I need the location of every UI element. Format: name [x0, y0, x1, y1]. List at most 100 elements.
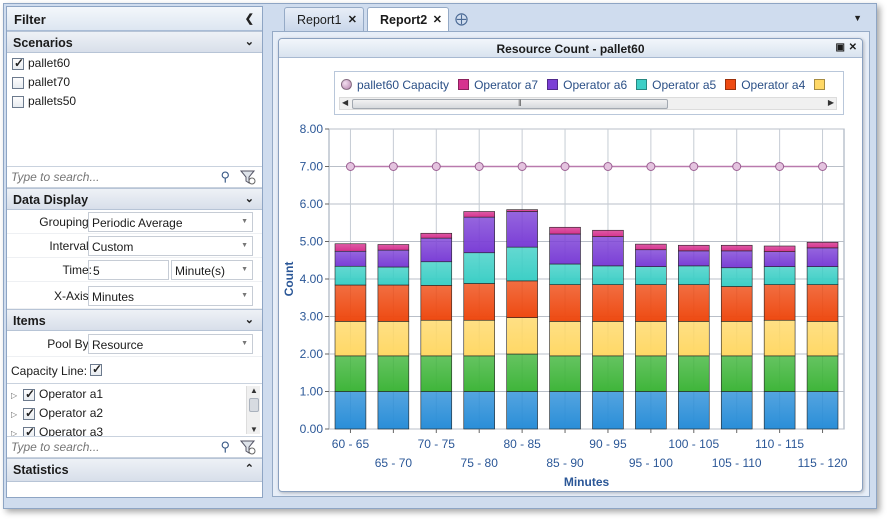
x-tick-label: 85 - 90: [546, 456, 584, 470]
capacity-point: [560, 162, 570, 171]
scenario-item-pallet70[interactable]: pallet70: [12, 75, 262, 94]
bar-segment: [592, 355, 624, 392]
search-icon[interactable]: ⚲: [220, 439, 230, 454]
expand-icon[interactable]: ▷: [11, 429, 18, 438]
clear-filter-icon[interactable]: [240, 440, 256, 455]
legend-label: Operator a5: [652, 78, 717, 92]
capacity-line-checkbox[interactable]: [90, 362, 102, 376]
grouping-dropdown[interactable]: Periodic Average ▼: [88, 212, 253, 232]
time-input[interactable]: 5: [88, 260, 169, 280]
pool-by-dropdown[interactable]: Resource ▼: [88, 334, 253, 354]
bar-segment: [463, 391, 495, 430]
items-section-header[interactable]: Items ⌄: [7, 309, 262, 331]
scroll-left-icon[interactable]: ◀: [342, 98, 349, 107]
chevron-down-icon[interactable]: ⌄: [244, 314, 254, 326]
report-tabs: Report1 ✕ Report2 ✕ ⨁ ▼: [272, 7, 872, 32]
checkbox-pallet70[interactable]: [12, 76, 24, 89]
items-scrollbar[interactable]: ▲ ▼: [246, 386, 260, 434]
close-icon[interactable]: ✕: [848, 42, 857, 53]
legend-item[interactable]: Operator a5: [636, 78, 716, 92]
bar-segment: [420, 391, 453, 430]
x-tick-label: 110 - 115: [755, 437, 804, 451]
bar-segment: [377, 391, 410, 430]
tab-report1[interactable]: Report1 ✕: [284, 7, 364, 31]
bar-segment: [592, 229, 624, 237]
interval-value: Custom: [92, 240, 134, 254]
legend-item[interactable]: Operator a6: [547, 78, 627, 92]
tab-menu-icon[interactable]: ▼: [853, 13, 862, 23]
dropdown-arrow-icon: ▼: [241, 292, 248, 299]
close-icon[interactable]: ✕: [432, 14, 442, 26]
new-tab-icon[interactable]: ⨁: [455, 11, 468, 26]
search-icon[interactable]: ⚲: [220, 169, 230, 184]
y-tick-label: 8.00: [300, 122, 324, 136]
bar-segment: [420, 261, 453, 286]
bar-segment: [763, 266, 796, 285]
bar-segment: [420, 232, 453, 239]
item-operator-a3[interactable]: ▷ Operator a3: [11, 425, 262, 444]
bar-segment: [592, 391, 624, 430]
scenarios-section-header[interactable]: Scenarios ⌄: [7, 31, 262, 53]
scroll-down-icon[interactable]: ▼: [250, 425, 258, 434]
legend-scroll-thumb[interactable]: ‖: [352, 98, 668, 109]
scroll-thumb[interactable]: [249, 398, 259, 412]
y-tick-label: 6.00: [300, 197, 324, 211]
dropdown-arrow-icon: ▼: [241, 218, 248, 225]
maximize-icon[interactable]: ▣: [835, 42, 845, 53]
chevron-up-icon[interactable]: ⌃: [244, 463, 254, 475]
legend-items: pallet60 Capacity Operator a7 Operator a6 O…: [341, 78, 839, 92]
expand-icon[interactable]: ▷: [11, 410, 18, 419]
data-display-section-header[interactable]: Data Display ⌄: [7, 188, 262, 210]
chevron-down-icon[interactable]: ⌄: [244, 36, 254, 48]
item-operator-a2[interactable]: ▷ Operator a2: [11, 406, 262, 425]
capacity-point: [517, 162, 527, 171]
bar-segment: [334, 391, 367, 430]
clear-filter-icon[interactable]: [240, 170, 256, 185]
bar-segment: [334, 265, 367, 286]
bar-segment: [377, 284, 410, 322]
report-area: Resource Count - pallet60 ▣ ✕ pallet60 C…: [272, 31, 870, 497]
checkbox-operator-a2[interactable]: [23, 406, 35, 420]
bar-segment: [420, 319, 453, 357]
checkbox-operator-a1[interactable]: [23, 387, 35, 401]
legend-item[interactable]: Operator a7: [458, 78, 538, 92]
bar-segment: [463, 283, 495, 321]
legend-item[interactable]: pallet60 Capacity: [341, 78, 449, 92]
scenario-item-pallets50[interactable]: pallets50: [12, 94, 262, 113]
time-row: Time: 5 Minute(s) ▼: [7, 258, 262, 282]
legend-item[interactable]: [814, 78, 830, 92]
y-tick-label: 0.00: [300, 422, 324, 436]
bar-segment: [506, 211, 538, 248]
tab-report2[interactable]: Report2 ✕: [367, 7, 449, 32]
checkbox-pallet60[interactable]: [12, 56, 24, 70]
items-search-input[interactable]: [7, 437, 207, 457]
scenario-search-input[interactable]: [7, 167, 207, 187]
statistics-section-header[interactable]: Statistics ⌃: [7, 458, 262, 482]
expand-icon[interactable]: ▷: [11, 391, 18, 400]
bar-segment: [506, 353, 538, 392]
xaxis-dropdown[interactable]: Minutes ▼: [88, 286, 253, 306]
bar-segment: [549, 284, 581, 322]
filter-panel: Filter ❮ Scenarios ⌄ pallet60 pallet70 p…: [6, 6, 263, 498]
scroll-up-icon[interactable]: ▲: [250, 386, 258, 395]
close-icon[interactable]: ✕: [347, 14, 357, 26]
bar-segment: [678, 265, 710, 285]
legend-item[interactable]: Operator a4: [725, 78, 805, 92]
time-unit-dropdown[interactable]: Minute(s) ▼: [171, 260, 253, 280]
interval-dropdown[interactable]: Custom ▼: [88, 236, 253, 256]
bar-segment: [420, 237, 453, 263]
bar-segment: [592, 265, 624, 285]
collapse-panel-icon[interactable]: ❮: [244, 13, 254, 25]
items-header-label: Items: [13, 314, 46, 328]
bar-segment: [635, 391, 667, 430]
chevron-down-icon[interactable]: ⌄: [244, 193, 254, 205]
legend-scrollbar[interactable]: ◀ ‖ ▶: [339, 97, 837, 110]
bar-segment: [763, 391, 796, 430]
statistics-header-label: Statistics: [13, 463, 69, 477]
bar-segment: [806, 355, 839, 392]
scroll-right-icon[interactable]: ▶: [827, 98, 834, 107]
bar-segment: [334, 321, 367, 357]
scenario-item-pallet60[interactable]: pallet60: [12, 56, 262, 75]
item-operator-a1[interactable]: ▷ Operator a1: [11, 387, 262, 406]
checkbox-pallets50[interactable]: [12, 95, 24, 108]
